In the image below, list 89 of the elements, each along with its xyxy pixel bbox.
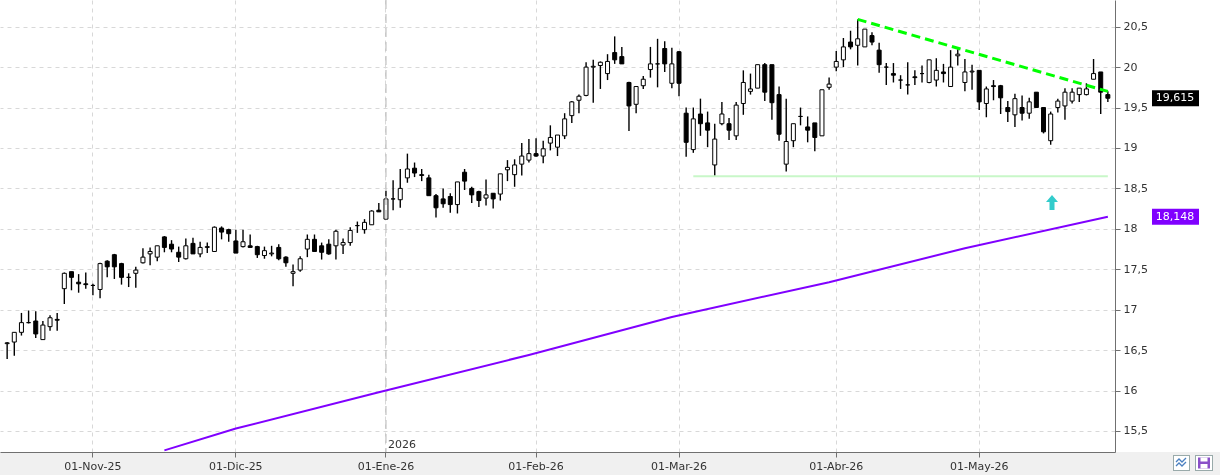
candlestick [11,331,17,357]
candlestick [4,341,10,360]
ref-line-label: 2026 [387,438,416,451]
candlestick [912,69,918,86]
x-tick-label: 01-Dic-25 [209,459,263,473]
candlestick [605,53,611,81]
candlestick [133,266,139,289]
x-tick-label: 01-May-26 [949,459,1009,473]
candlestick [790,123,796,148]
candlestick [397,168,403,209]
candlestick [855,18,861,67]
candlestick [840,37,846,68]
candlestick [876,42,882,74]
candlestick [426,173,432,197]
candlestick [497,173,503,202]
candlestick [447,192,453,214]
y-tick-label: 18 [1123,222,1138,236]
candlestick [948,49,954,88]
candlestick [462,168,468,191]
candlestick [697,97,703,137]
candlestick [705,110,711,148]
candlestick [54,312,60,332]
y-tick-label: 16 [1123,384,1138,398]
candlestick [569,100,575,124]
candlestick [390,179,396,211]
y-tick-label: 17 [1123,303,1138,317]
candlestick [576,93,582,114]
candlestick [1091,58,1097,80]
candlestick [33,310,39,339]
candlestick [519,142,525,177]
text: 18,148 [1155,209,1195,223]
candlestick [883,62,889,86]
candlestick [304,233,310,258]
candlestick [147,246,153,266]
candlestick [512,158,518,188]
y-tick-label: 16,5 [1123,343,1148,357]
candlestick [747,72,753,96]
y-tick-label: 20 [1123,60,1138,74]
x-tick-label: 01-Mar-26 [651,459,707,473]
text: 19,615 [1155,91,1195,105]
candlestick [1005,100,1011,123]
line-series [163,215,1109,452]
candlestick [662,40,668,73]
candlestick [740,69,746,116]
candlestick [68,270,74,291]
candlestick [990,79,996,101]
candlestick [848,30,854,51]
y-tick-label: 19,5 [1123,101,1148,115]
candlestick [755,63,761,89]
candlestick [983,85,989,118]
candlestick [247,233,253,249]
y-tick-label: 15,5 [1123,424,1148,438]
candlestick [111,253,117,280]
candlestick [905,61,911,96]
candlestick [998,84,1004,115]
candlestick [812,122,818,152]
candlestick [504,159,510,182]
candlestick [547,124,553,152]
candlestick [1026,97,1032,120]
y-tick-label: 18,5 [1123,181,1148,195]
candlestick [805,115,811,144]
candlestick [347,226,353,247]
candlestick [590,59,596,104]
candlestick [540,139,546,165]
candlestick [933,57,939,88]
candlestick [647,46,653,79]
candlestick [940,63,946,84]
x-tick-label: 01-Ene-26 [357,459,415,473]
candlestick [61,271,67,305]
candlestick [597,60,603,90]
candlestick [404,152,410,184]
candlestick [1098,71,1104,115]
candlestick [290,263,296,287]
y-tick-label: 17,5 [1123,262,1148,276]
x-tick-label: 01-Abr-26 [809,459,864,473]
candlestick [655,38,661,89]
candlestick [562,112,568,140]
candlestick [454,181,460,215]
x-tick-label: 01-Feb-26 [508,459,564,473]
y-tick-label: 20,5 [1123,20,1148,34]
candlestick [833,50,839,72]
candlestick [890,62,896,84]
candlestick [18,312,24,337]
x-tick-label: 01-Nov-25 [64,459,122,473]
candlestick [183,237,189,261]
y-tick-label: 19 [1123,141,1138,155]
candlestick [612,35,618,65]
candlestick [783,97,789,173]
candlestick [555,134,560,157]
